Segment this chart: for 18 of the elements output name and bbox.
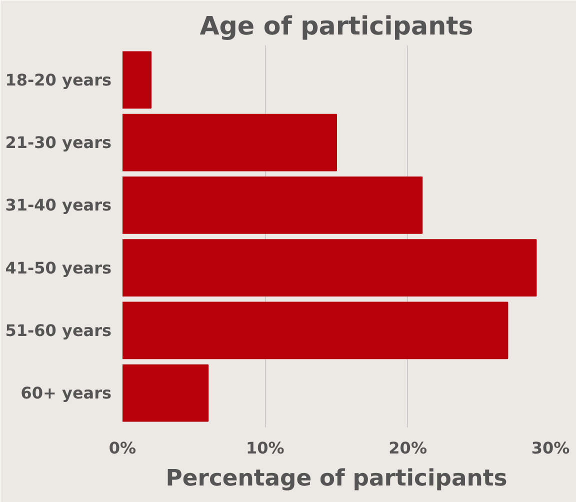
x-tick-label: 30% [531, 438, 570, 458]
bar [122, 239, 537, 296]
y-tick-label: 18-20 years [5, 70, 112, 90]
y-tick-label: 51-60 years [5, 320, 112, 340]
y-tick-label: 41-50 years [5, 258, 112, 278]
y-tick-label: 31-40 years [5, 196, 112, 215]
y-tick-label: 21-30 years [5, 133, 112, 152]
x-axis-title: Percentage of participants [166, 466, 508, 492]
bar [122, 176, 423, 234]
chart-title: Age of participants [200, 10, 474, 40]
bar [122, 114, 337, 172]
bar [122, 364, 209, 422]
bar [122, 51, 152, 109]
x-tick-label: 10% [246, 438, 284, 458]
x-tick-label: 0% [108, 438, 136, 458]
bar [122, 302, 508, 360]
x-tick-label: 20% [388, 438, 427, 458]
y-tick-label: 60+ years [20, 384, 112, 403]
